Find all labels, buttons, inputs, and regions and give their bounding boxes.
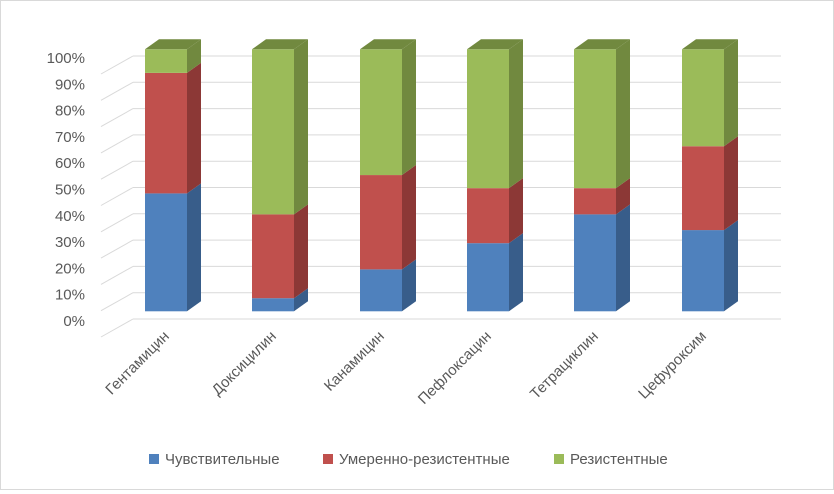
bar-segment (467, 243, 509, 312)
bar-segment (145, 49, 187, 73)
legend-swatch (149, 454, 159, 464)
bar-side (294, 288, 308, 312)
legend-swatch (323, 454, 333, 464)
bar-segment (682, 146, 724, 231)
x-tick-label: Канамицин (321, 328, 388, 395)
gridline-floor (100, 187, 134, 206)
bar-side (616, 178, 630, 215)
bar-segment (682, 49, 724, 147)
bar-side (616, 204, 630, 312)
bar-side (187, 62, 201, 194)
x-tick-label: Доксицилин (209, 328, 280, 399)
y-tick-label: 80% (55, 103, 85, 120)
x-tick-label: Цефуроксим (635, 328, 710, 403)
gridline-floor (100, 108, 134, 128)
bar-side (509, 178, 523, 244)
bar-segment (574, 214, 616, 312)
bar-segment (360, 269, 402, 312)
bar-side (724, 136, 738, 231)
gridline-floor (100, 265, 134, 285)
bar-side (187, 183, 201, 312)
legend-label: Резистентные (570, 451, 668, 468)
bar-segment (360, 175, 402, 270)
bar-segment (145, 72, 187, 194)
bar-side (294, 204, 308, 299)
legend-swatch (554, 454, 564, 464)
bar-top (360, 39, 416, 50)
bar-side (187, 39, 201, 73)
gridline-floor (100, 318, 134, 338)
y-tick-label: 30% (55, 234, 85, 251)
bar-segment (360, 49, 402, 176)
y-tick-label: 90% (55, 76, 85, 93)
y-tick-label: 100% (47, 50, 85, 67)
bar-side (724, 39, 738, 147)
bar-segment (252, 49, 294, 215)
y-tick-label: 60% (55, 155, 85, 172)
bar-segment (467, 188, 509, 244)
y-tick-label: 50% (55, 182, 85, 199)
gridline-floor (100, 213, 134, 233)
gridline-floor (100, 55, 134, 75)
bar-side (402, 259, 416, 312)
y-tick-label: 70% (55, 129, 85, 146)
legend-label: Умеренно-резистентные (339, 451, 510, 468)
bar-side (294, 39, 308, 215)
bar-segment (682, 230, 724, 312)
gridline-floor (100, 292, 134, 312)
bar-segment (574, 49, 616, 189)
bar-segment (252, 298, 294, 312)
y-tick-label: 40% (55, 208, 85, 225)
gridline-floor (100, 160, 134, 180)
bar-segment (467, 49, 509, 189)
bar-top (682, 39, 738, 50)
bar-side (616, 39, 630, 189)
gridline-floor (100, 239, 134, 259)
bar-side (402, 39, 416, 176)
gridline-floor (100, 81, 134, 101)
y-tick-label: 0% (63, 313, 85, 330)
x-tick-label: Гентамицин (102, 328, 173, 399)
bar-side (509, 39, 523, 189)
bar-side (724, 220, 738, 312)
y-tick-label: 20% (55, 260, 85, 277)
x-tick-label: Тетрациклин (527, 328, 602, 403)
bar-side (402, 165, 416, 270)
gridline-floor (100, 134, 134, 154)
bar-top (467, 39, 523, 50)
legend-label: Чувствительные (165, 451, 280, 468)
bar-top (574, 39, 630, 50)
bar-side (509, 233, 523, 312)
bar-top (145, 39, 201, 50)
bar-segment (145, 193, 187, 312)
y-tick-label: 10% (55, 287, 85, 304)
bar-top (252, 39, 308, 50)
x-tick-label: Пефлоксацин (415, 328, 495, 408)
bar-segment (574, 188, 616, 215)
bar-segment (252, 214, 294, 299)
